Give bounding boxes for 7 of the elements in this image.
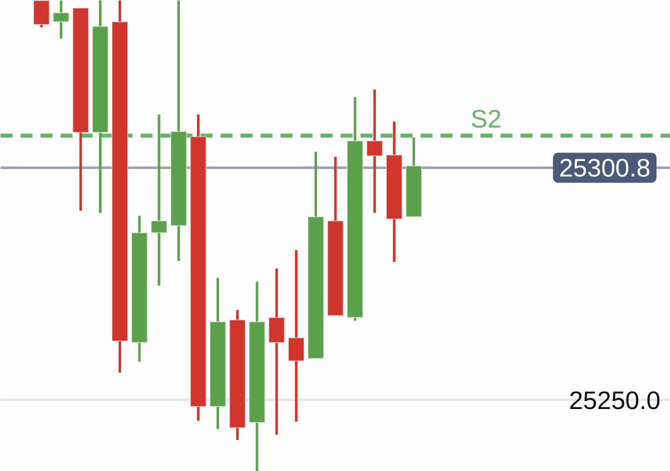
candlestick	[52, 0, 70, 40]
candlestick	[150, 113, 168, 287]
text: 25300.8	[558, 154, 651, 183]
text: 25250.0	[568, 386, 661, 415]
ref-line-label: S2	[470, 106, 502, 134]
candlestick	[288, 248, 305, 423]
candlestick	[366, 88, 383, 214]
